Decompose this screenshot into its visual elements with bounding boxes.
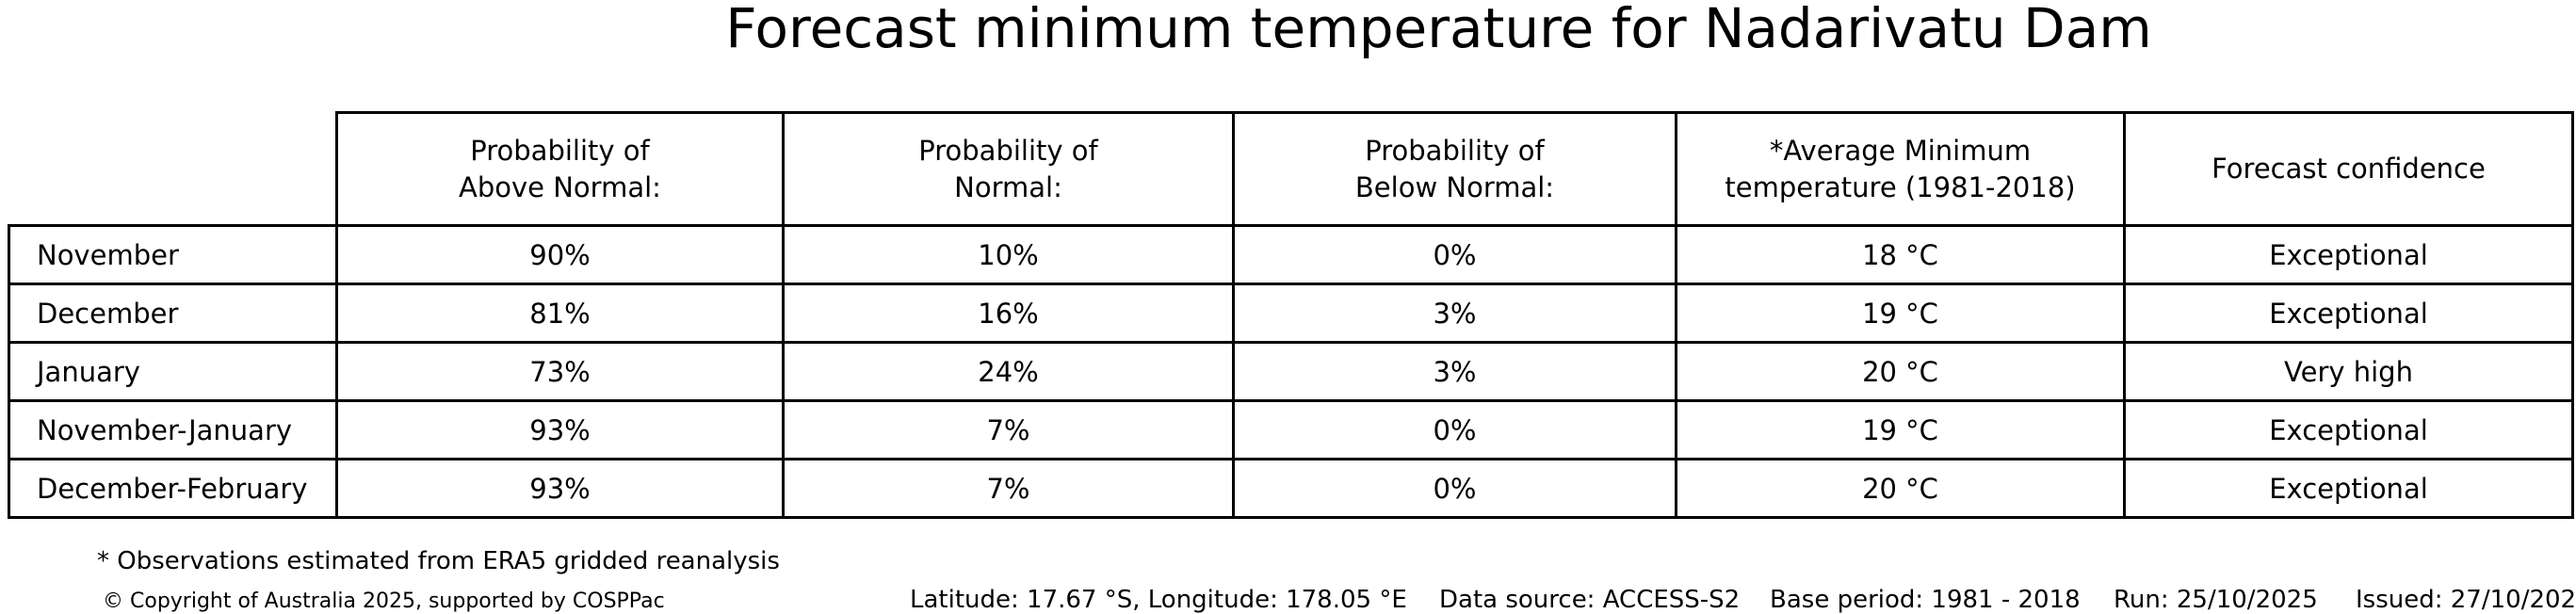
above-normal-cell: 93% [335, 458, 785, 519]
row-label-cell: November-January [8, 399, 338, 460]
forecast-table: Probability of Above Normal: Probability… [8, 111, 2574, 519]
avg-min-temp-cell: 19 °C [1675, 283, 2126, 344]
table-header-row: Probability of Above Normal: Probability… [9, 111, 2574, 227]
confidence-cell: Very high [2123, 341, 2574, 402]
row-label-cell: December [8, 283, 338, 344]
confidence-cell: Exceptional [2123, 458, 2574, 519]
run-date-text: Run: 25/10/2025 [2114, 586, 2318, 614]
avg-min-temp-cell: 19 °C [1675, 399, 2126, 460]
above-normal-cell: 93% [335, 399, 785, 460]
above-normal-cell: 81% [335, 283, 785, 344]
table-row: November-January 93% 7% 0% 19 °C Excepti… [8, 399, 2574, 460]
avg-min-temp-cell: 20 °C [1675, 458, 2126, 519]
corner-empty-cell [9, 113, 337, 226]
confidence-cell: Exceptional [2123, 224, 2574, 285]
below-normal-cell: 0% [1232, 224, 1677, 285]
table-row: November 90% 10% 0% 18 °C Exceptional [8, 224, 2574, 285]
avg-min-temp-cell: 20 °C [1675, 341, 2126, 402]
normal-cell: 24% [782, 341, 1235, 402]
data-source-text: Data source: ACCESS-S2 [1439, 586, 1741, 614]
header-below-normal: Probability of Below Normal: [1232, 111, 1677, 227]
row-label-cell: January [8, 341, 338, 402]
issued-date-text: Issued: 27/10/2025 [2356, 586, 2576, 614]
normal-cell: 7% [782, 399, 1235, 460]
header-above-normal: Probability of Above Normal: [335, 111, 785, 227]
confidence-cell: Exceptional [2123, 399, 2574, 460]
below-normal-cell: 0% [1232, 399, 1677, 460]
copyright-text: © Copyright of Australia 2025, supported… [103, 590, 665, 613]
row-label-cell: November [8, 224, 338, 285]
normal-cell: 16% [782, 283, 1235, 344]
base-period-text: Base period: 1981 - 2018 [1770, 586, 2081, 614]
header-forecast-confidence: Forecast confidence [2123, 111, 2574, 227]
above-normal-cell: 90% [335, 224, 785, 285]
header-normal: Probability of Normal: [782, 111, 1235, 227]
page-title: Forecast minimum temperature for Nadariv… [725, 0, 2152, 60]
confidence-cell: Exceptional [2123, 283, 2574, 344]
normal-cell: 10% [782, 224, 1235, 285]
below-normal-cell: 3% [1232, 341, 1677, 402]
below-normal-cell: 3% [1232, 283, 1677, 344]
above-normal-cell: 73% [335, 341, 785, 402]
below-normal-cell: 0% [1232, 458, 1677, 519]
row-label-cell: December-February [8, 458, 338, 519]
avg-min-temp-cell: 18 °C [1675, 224, 2126, 285]
normal-cell: 7% [782, 458, 1235, 519]
location-text: Latitude: 17.67 °S, Longitude: 178.05 °E [910, 586, 1407, 614]
table-row: December-February 93% 7% 0% 20 °C Except… [8, 458, 2574, 519]
header-average-minimum: *Average Minimum temperature (1981-2018) [1675, 111, 2126, 227]
era5-footnote: * Observations estimated from ERA5 gridd… [97, 547, 780, 575]
table-row: January 73% 24% 3% 20 °C Very high [8, 341, 2574, 402]
table-row: December 81% 16% 3% 19 °C Exceptional [8, 283, 2574, 344]
